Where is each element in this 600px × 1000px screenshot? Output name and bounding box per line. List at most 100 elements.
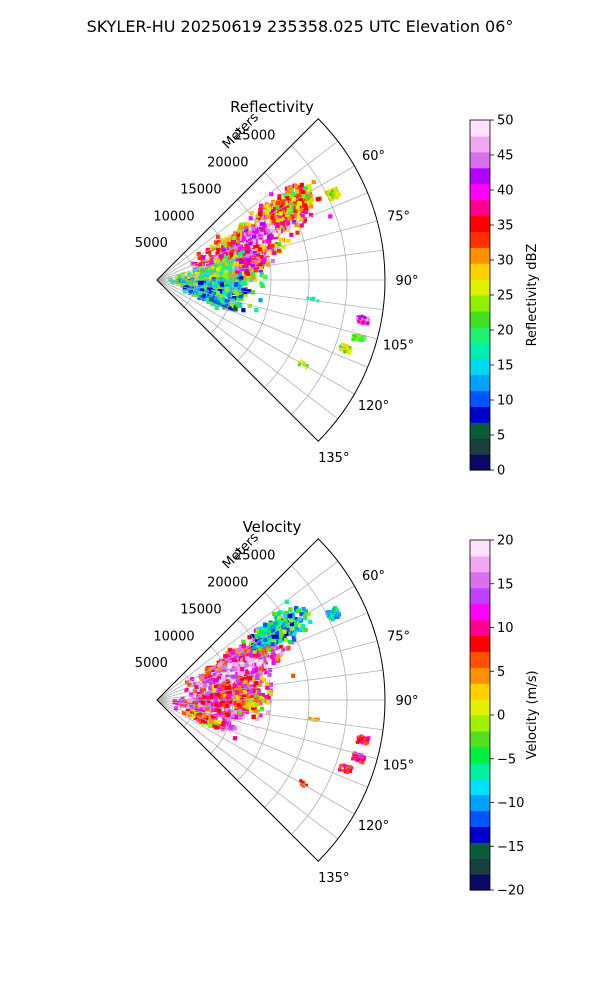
colorbar-swatch <box>470 390 490 407</box>
colorbar-label: Velocity (m/s) <box>525 670 540 759</box>
colorbar-swatch <box>470 247 490 264</box>
colorbar-swatch <box>470 762 490 780</box>
panel-velocity: 60° 75° 90° 105° 120° 135° 5000 10000 15000 20000… <box>135 518 540 899</box>
azimuth-tick-label: 135° <box>318 871 349 886</box>
colorbar-tick-label: 15 <box>497 577 514 592</box>
colorbar-swatch <box>470 231 490 248</box>
colorbar-tick-label: −20 <box>497 884 524 899</box>
radial-tick-label: 20000 <box>207 156 248 171</box>
colorbar-swatch <box>470 151 490 169</box>
radial-tick-label: 10000 <box>153 209 194 224</box>
radial-gridline <box>156 249 384 281</box>
azimuth-tick-label: 60° <box>362 569 385 584</box>
colorbar-tick-label: 25 <box>497 289 514 304</box>
colorbar-swatch <box>470 438 490 455</box>
radial-gridline <box>156 699 368 788</box>
figure-title: SKYLER-HU 20250619 235358.025 UTC Elevat… <box>87 17 514 36</box>
colorbar-swatch <box>470 406 490 423</box>
radial-gridline <box>156 699 355 815</box>
colorbar-swatch <box>470 215 490 232</box>
colorbar-swatch <box>470 683 490 700</box>
colorbar-swatch <box>470 826 490 843</box>
panels: 60°75°90°105°120°135°5000100001500020000… <box>135 98 540 899</box>
radial-gridline <box>156 279 339 420</box>
colorbar-swatch <box>470 651 490 668</box>
colorbar-swatch <box>470 183 490 201</box>
colorbar-swatch <box>470 874 490 891</box>
azimuth-tick-label: 120° <box>358 399 389 414</box>
sector-outline <box>156 118 386 442</box>
colorbar-tick-label: 35 <box>497 219 514 234</box>
colorbar-swatch <box>470 358 490 376</box>
radial-tick-label: 10000 <box>153 629 194 644</box>
colorbar-tick-label: 40 <box>497 184 514 199</box>
colorbar-swatch <box>470 120 490 137</box>
radial-gridline <box>156 192 368 281</box>
colorbar-swatch <box>470 587 490 605</box>
colorbar-swatch <box>470 842 490 859</box>
colorbar-swatch <box>470 635 490 652</box>
colorbar-swatch <box>470 555 490 573</box>
colorbar-tick-label: −5 <box>497 752 516 767</box>
colorbar-swatch <box>470 778 490 796</box>
polar-grid <box>156 538 385 862</box>
colorbar-swatch <box>470 540 490 557</box>
colorbar-swatch <box>470 858 490 875</box>
echo-field <box>172 599 371 788</box>
radial-tick-label: 5000 <box>135 236 168 251</box>
radial-tick-label: 15000 <box>180 602 221 617</box>
colorbar: 0 5 10 15 20 25 30 35 40 45 50 Reflectivity dBZ <box>469 114 540 479</box>
colorbar-tick-label: 45 <box>497 149 514 164</box>
radial-gridline <box>156 585 355 701</box>
colorbar-swatch <box>470 730 490 748</box>
colorbar-swatch <box>470 810 490 827</box>
radial-tick-label: 25000 <box>234 549 275 564</box>
radial-gridline <box>156 612 368 701</box>
azimuth-tick-label: 75° <box>387 629 410 644</box>
colorbar-tick-label: 10 <box>497 621 514 636</box>
radial-gridline <box>156 699 378 760</box>
colorbar-swatch <box>470 326 490 344</box>
polar-grid <box>156 118 385 442</box>
azimuth-tick-label: 105° <box>383 339 414 354</box>
radial-tick-label: 5000 <box>135 656 168 671</box>
colorbar-swatch <box>470 571 490 589</box>
colorbar-swatch <box>470 422 490 439</box>
radial-tick-label: 20000 <box>207 576 248 591</box>
azimuth-tick-label: 60° <box>362 149 385 164</box>
radial-gridline <box>156 669 384 701</box>
radial-tick-label: 15000 <box>180 182 221 197</box>
radial-gridline <box>156 165 355 281</box>
panel-reflectivity: 60° 75° 90° 105° 120° 135° 5000 10000 15000 20000… <box>135 98 540 479</box>
colorbar-swatch <box>470 454 490 471</box>
radial-gridline <box>156 279 384 311</box>
colorbar-tick-label: 0 <box>497 464 505 479</box>
colorbar-swatch <box>470 619 490 637</box>
colorbar-swatch <box>470 746 490 764</box>
colorbar-swatch <box>470 699 490 716</box>
radial-gridline <box>156 699 384 731</box>
colorbar-swatch <box>470 279 490 296</box>
colorbar-tick-label: 20 <box>497 534 514 549</box>
colorbar-swatch <box>470 667 490 684</box>
colorbar-swatch <box>470 167 490 185</box>
azimuth-tick-label: 90° <box>395 274 418 289</box>
colorbar-swatch <box>470 263 490 280</box>
colorbar-tick-label: 0 <box>497 709 505 724</box>
colorbar-swatch <box>470 135 490 153</box>
radial-gridline <box>156 279 368 368</box>
sector-outline <box>156 538 386 862</box>
radial-gridline <box>156 140 339 281</box>
azimuth-tick-label: 120° <box>358 819 389 834</box>
colorbar-swatch <box>470 715 490 732</box>
panel-title: Velocity <box>243 518 302 536</box>
azimuth-tick-label: 105° <box>383 759 414 774</box>
radial-gridline <box>156 640 378 701</box>
colorbar-tick-label: 10 <box>497 394 514 409</box>
panel-title: Reflectivity <box>230 98 314 116</box>
colorbar-tick-label: 50 <box>497 114 514 129</box>
radial-gridline <box>156 699 339 840</box>
azimuth-tick-label: 75° <box>387 209 410 224</box>
colorbar-tick-label: 20 <box>497 324 514 339</box>
